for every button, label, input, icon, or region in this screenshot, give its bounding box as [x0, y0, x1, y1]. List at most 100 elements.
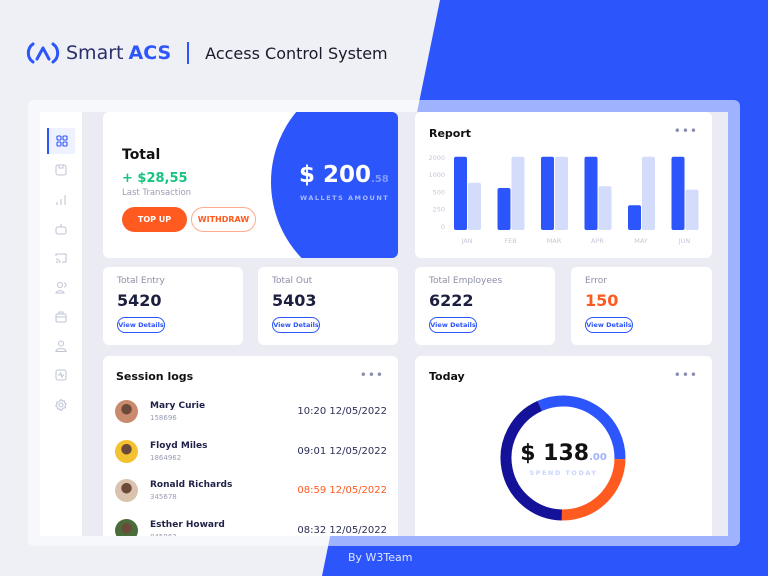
- wallet-label: WALLETS AMOUNT: [300, 194, 390, 202]
- brand-name-accent: ACS: [128, 42, 172, 64]
- header: Smart ACS Access Control System: [26, 40, 388, 66]
- session-log-row[interactable]: Ronald Richards 345678 08:59 12/05/2022: [115, 479, 387, 507]
- stat-value: 6222: [429, 291, 474, 310]
- stat-value: 5420: [117, 291, 162, 310]
- today-amount: $ 138.00: [415, 441, 712, 466]
- report-title: Report: [429, 127, 472, 140]
- session-log-row[interactable]: Mary Curie 158696 10:20 12/05/2022: [115, 400, 387, 428]
- y-tick-label: 2000: [428, 154, 445, 162]
- app-subtitle: Access Control System: [205, 43, 388, 63]
- user-name: Mary Curie: [150, 401, 206, 411]
- divider: [187, 42, 190, 64]
- bar-apr-series-1: [584, 156, 598, 230]
- sidebar-item-user[interactable]: [47, 333, 75, 359]
- view-details-button[interactable]: View Details: [272, 317, 320, 333]
- more-icon[interactable]: •••: [673, 368, 698, 382]
- settings-icon: [55, 398, 67, 412]
- view-details-button[interactable]: View Details: [429, 317, 477, 333]
- avatar: [115, 479, 138, 502]
- today-amount-value: $ 138: [520, 441, 590, 466]
- view-details-button[interactable]: View Details: [117, 317, 165, 333]
- bar-chart-icon: [56, 194, 66, 205]
- stat-card-total-out: Total Out 5403 View Details: [258, 267, 398, 345]
- sidebar-item-activity[interactable]: [47, 362, 75, 388]
- session-time: 09:01 12/05/2022: [297, 445, 387, 457]
- x-tick-label: JAN: [460, 237, 472, 245]
- wallet-amount: $ 200.58: [299, 162, 389, 188]
- today-title: Today: [429, 370, 465, 383]
- bar-feb-series-1: [497, 187, 511, 230]
- x-tick-label: APR: [591, 237, 604, 245]
- user-name: Esther Howard: [150, 519, 225, 530]
- user-icon: [55, 340, 67, 353]
- session-log-row[interactable]: Esther Howard 845962 08:32 12/05/2022: [115, 518, 387, 537]
- activity-icon: [55, 369, 67, 381]
- wallet-circle: [271, 112, 398, 258]
- last-transaction-label: Last Transaction: [122, 188, 192, 198]
- sidebar-item-robot[interactable]: [47, 216, 75, 242]
- stat-card-error: Error 150 View Details: [571, 267, 712, 345]
- report-card: Report ••• 0 250 500 1000 2000 JAN FEB MAR APR MA…: [415, 112, 712, 258]
- avatar: [115, 439, 138, 463]
- bar-jan-series-1: [454, 156, 467, 230]
- bar-jun-series-2: [685, 189, 699, 230]
- sidebar-item-users[interactable]: [47, 275, 75, 301]
- avatar: [115, 400, 138, 423]
- bar-mar-series-2: [555, 156, 568, 230]
- user-name: Floyd Miles: [150, 440, 208, 451]
- x-tick-label: FEB: [504, 237, 516, 245]
- session-time: 10:20 12/05/2022: [297, 406, 387, 417]
- session-logs-title: Session logs: [116, 370, 194, 383]
- bar-may-series-2: [642, 156, 655, 230]
- users-icon: [55, 281, 67, 294]
- last-transaction-amount: + $28,55: [122, 171, 188, 186]
- bar-mar-series-1: [541, 156, 554, 230]
- sidebar-item-cast[interactable]: [47, 245, 75, 271]
- stat-label: Total Entry: [117, 276, 165, 286]
- top-up-button[interactable]: TOP UP: [122, 207, 187, 232]
- x-tick-label: MAR: [547, 237, 562, 245]
- wallet-amount-value: $ 200: [299, 162, 372, 188]
- user-id: 158696: [150, 414, 177, 422]
- user-id: 845962: [150, 533, 177, 537]
- stat-label: Total Employees: [429, 276, 503, 286]
- total-title: Total: [122, 147, 161, 163]
- total-card: Total + $28,55 Last Transaction TOP UP W…: [103, 112, 398, 258]
- save-icon: [55, 164, 67, 176]
- session-log-row[interactable]: Floyd Miles 1864962 09:01 12/05/2022: [115, 439, 387, 468]
- more-icon[interactable]: •••: [673, 124, 698, 138]
- x-tick-label: MAY: [634, 237, 648, 245]
- sidebar-item-settings[interactable]: [47, 392, 75, 418]
- bar-may-series-1: [628, 205, 641, 230]
- sidebar-item-grid[interactable]: [47, 128, 75, 154]
- stat-label: Total Out: [272, 276, 313, 286]
- stat-card-total-employees: Total Employees 6222 View Details: [415, 267, 555, 345]
- stat-value: 5403: [272, 291, 317, 310]
- today-card: Today ••• $ 138.00 SPEND TODAY: [415, 356, 712, 536]
- session-time: 08:32 12/05/2022: [297, 524, 387, 536]
- donut-segment-2: [561, 458, 626, 521]
- user-name: Ronald Richards: [150, 480, 233, 490]
- withdraw-button[interactable]: WITHDRAW: [191, 207, 256, 232]
- robot-icon: [55, 223, 67, 235]
- user-id: 345678: [150, 493, 177, 501]
- avatar: [115, 518, 138, 536]
- user-id: 1864962: [150, 453, 182, 462]
- session-logs-card: Session logs ••• Mary Curie 158696 10:20 1…: [103, 356, 398, 536]
- wallet-amount-cents: .58: [371, 174, 389, 185]
- footer-credit: By W3Team: [348, 551, 413, 564]
- sidebar-item-bar-chart[interactable]: [47, 187, 75, 213]
- stat-label: Error: [585, 276, 607, 286]
- bar-jan-series-2: [468, 182, 481, 230]
- session-time: 08:59 12/05/2022: [297, 485, 387, 496]
- grid-icon: [56, 135, 68, 147]
- brand-name: Smart: [66, 42, 124, 64]
- view-details-button[interactable]: View Details: [585, 317, 633, 333]
- more-icon[interactable]: •••: [359, 368, 384, 382]
- bar-feb-series-2: [511, 156, 525, 230]
- sidebar-item-save[interactable]: [47, 157, 75, 183]
- today-donut-chart: [500, 395, 626, 521]
- dashboard: Total + $28,55 Last Transaction TOP UP W…: [40, 112, 728, 536]
- sidebar-item-briefcase[interactable]: [47, 304, 75, 330]
- sidebar: [40, 112, 82, 536]
